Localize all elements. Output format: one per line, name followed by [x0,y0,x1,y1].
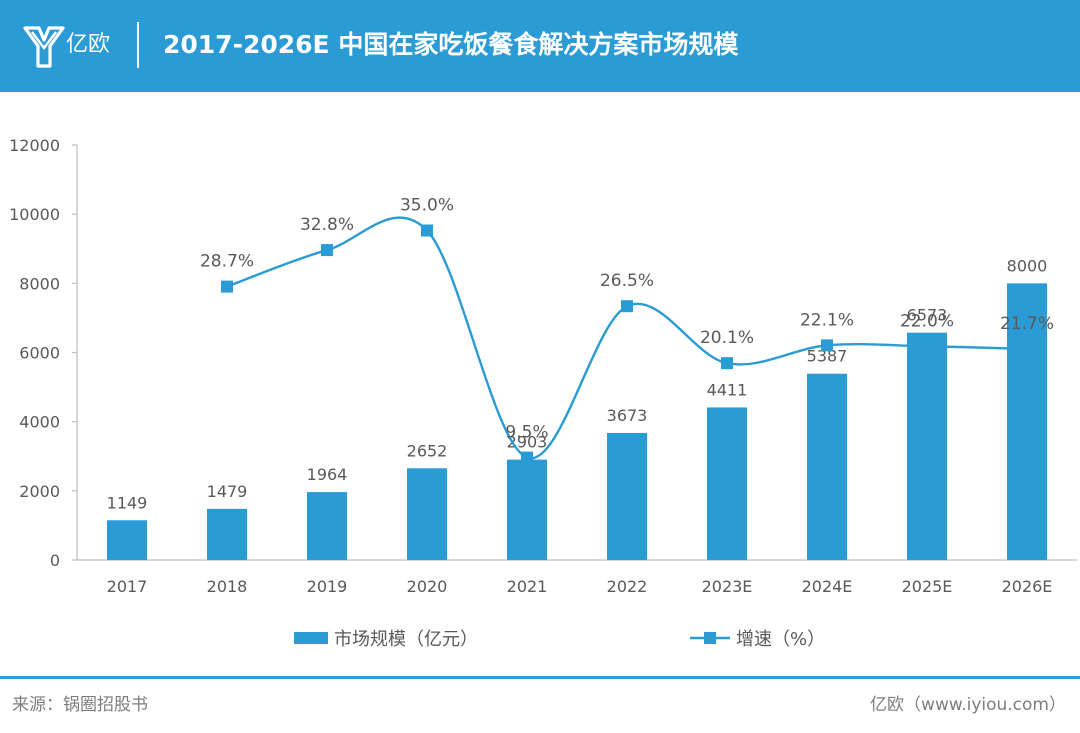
growth-point [921,340,933,353]
x-tick-label: 2017 [107,577,148,596]
y-tick-label: 2000 [19,482,60,501]
y-tick-label: 4000 [19,413,60,432]
x-tick-label: 2018 [207,577,248,596]
bar [507,459,547,560]
legend-line-marker [704,632,716,644]
y-tick-label: 6000 [19,344,60,363]
growth-point [821,339,833,352]
source-note: 来源：锅圈招股书 [12,695,148,715]
growth-point [1021,342,1033,355]
x-tick-label: 2024E [802,577,853,596]
legend-bar-swatch [294,632,328,644]
growth-line-series: 28.7% 32.8% 35.0% 9.5% 26.5% 20.1% 22.1% 22.0% 2… [200,195,1054,464]
growth-value-label: 28.7% [200,252,254,272]
bar-value-label: 8000 [1007,256,1048,275]
bar-value-label: 6573 [907,306,948,325]
bar-value-label: 4411 [707,380,748,399]
bar-value-label: 1964 [307,465,348,484]
bar [107,520,147,560]
growth-point [621,300,633,313]
growth-value-label: 22.0% [900,311,954,331]
growth-value-label: 20.1% [700,328,754,348]
growth-value-label: 35.0% [400,195,454,215]
growth-point [721,357,733,370]
footer-divider [0,676,1080,679]
growth-value-label: 22.1% [800,310,854,330]
x-tick-label: 2021 [507,577,548,596]
growth-value-label: 21.7% [1000,314,1054,334]
bar-value-label: 3673 [607,406,648,425]
x-tick-label: 2019 [307,577,348,596]
y-tick-label: 0 [50,551,60,570]
bar [707,407,747,560]
y-tick-label: 10000 [9,205,60,224]
header-divider [137,22,139,68]
growth-value-label: 32.8% [300,215,354,235]
y-tick-label: 12000 [9,136,60,155]
yiou-logo-icon [23,26,65,68]
header-banner: 亿欧 2017-2026E 中国在家吃饭餐食解决方案市场规模 [0,0,1080,92]
growth-value-label: 9.5% [505,423,548,443]
growth-point [221,280,233,293]
bar-value-label: 1479 [207,482,248,501]
legend-line-label: 增速（%） [736,629,825,650]
y-tick-label: 8000 [19,274,60,293]
bar-value-label: 1149 [107,493,148,512]
growth-point [521,451,533,464]
credit-note: 亿欧（www.iyiou.com） [870,695,1066,715]
bar [407,468,447,560]
growth-point [321,244,333,257]
bar [1007,283,1047,560]
bar [907,332,947,560]
bar [207,508,247,560]
x-tick-label: 2020 [407,577,448,596]
bar-value-label: 5387 [807,347,848,366]
chart-legend: 市场规模（亿元） 增速（%） [294,629,825,650]
chart-axes: 0 2000 4000 6000 8000 10000 12000 2017 2018 2019 2… [9,136,1077,596]
legend-bar-label: 市场规模（亿元） [334,629,478,650]
bar [307,492,347,560]
x-tick-label: 2025E [902,577,953,596]
growth-point [421,224,433,237]
x-tick-label: 2026E [1002,577,1053,596]
x-tick-label: 2022 [607,577,648,596]
growth-line [226,216,1028,460]
bar [607,432,647,560]
logo-text: 亿欧 [66,32,111,57]
bar [807,373,847,560]
x-tick-label: 2023E [702,577,753,596]
growth-value-label: 26.5% [600,271,654,291]
page-title: 2017-2026E 中国在家吃饭餐食解决方案市场规模 [163,30,739,59]
bar-value-label: 2652 [407,441,448,460]
